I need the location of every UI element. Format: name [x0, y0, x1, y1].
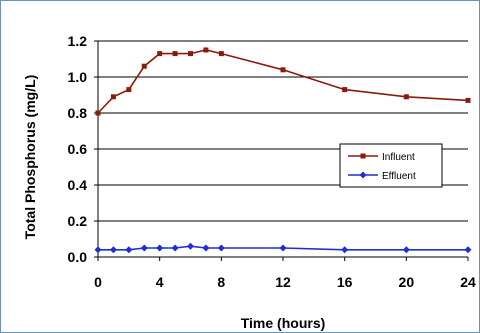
series-influent [95, 47, 471, 116]
data-point [171, 244, 179, 252]
data-point [342, 87, 348, 93]
x-tick-label: 12 [275, 274, 291, 290]
data-point [341, 246, 349, 254]
data-point [157, 51, 163, 57]
y-tick-label: 0.2 [68, 213, 88, 229]
data-point [125, 246, 133, 254]
data-point [279, 244, 287, 252]
data-point [280, 67, 286, 73]
x-tick-label: 4 [156, 274, 164, 290]
data-point [402, 246, 410, 254]
data-point [217, 244, 225, 252]
data-point [109, 246, 117, 254]
data-point [94, 246, 102, 254]
legend-label: Influent [382, 152, 415, 163]
data-point [172, 51, 178, 57]
y-tick-label: 0.4 [68, 177, 88, 193]
x-tick-label: 24 [460, 274, 476, 290]
x-axis-label: Time (hours) [241, 315, 326, 331]
legend-item-influent: Influent [348, 152, 415, 163]
data-point [126, 87, 132, 93]
legend-label: Effluent [382, 171, 416, 182]
y-tick-label: 1.0 [68, 69, 88, 85]
data-point [140, 244, 148, 252]
series-effluent [94, 242, 472, 254]
y-axis-label: Total Phosphorus (mg/L) [22, 75, 38, 240]
x-tick-label: 20 [399, 274, 415, 290]
data-point [110, 94, 116, 100]
legend-swatch-marker [359, 171, 367, 179]
x-tick-label: 0 [94, 274, 102, 290]
tick-labels: 0.0 0.2 0.4 0.6 0.8 1.0 1.2 0 4 8 12 16 20 24 [68, 33, 476, 290]
y-tick-label: 1.2 [68, 33, 88, 49]
data-point [464, 246, 472, 254]
data-point [187, 242, 194, 250]
y-tick-label: 0.8 [68, 105, 88, 121]
data-point [465, 97, 471, 103]
data-point [95, 110, 101, 116]
axes [94, 40, 469, 261]
legend-swatch-marker [360, 153, 366, 159]
series-line [97, 49, 469, 114]
series-layer [94, 47, 472, 254]
legend-item-effluent: Effluent [348, 171, 416, 182]
y-tick-label: 0.6 [68, 141, 88, 157]
data-point [403, 94, 409, 100]
y-tick-label: 0.0 [68, 249, 88, 265]
data-point [202, 244, 210, 252]
x-tick-label: 8 [217, 274, 225, 290]
legend-box [339, 143, 443, 188]
data-point [188, 51, 193, 57]
x-tick-label: 16 [337, 274, 353, 290]
gridlines [98, 40, 468, 222]
data-point [156, 244, 164, 252]
data-point [141, 63, 147, 69]
data-point [218, 51, 224, 57]
legend: Influent Effluent [339, 143, 443, 188]
data-point [203, 47, 209, 53]
